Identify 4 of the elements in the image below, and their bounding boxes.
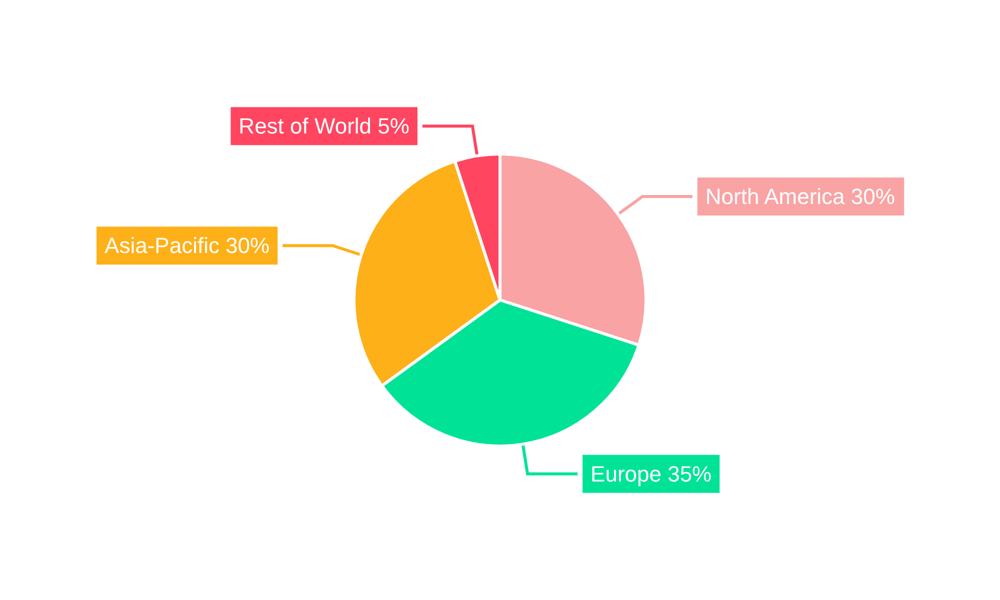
slice-label: Europe 35% (590, 461, 712, 486)
slice-label: Rest of World 5% (238, 114, 410, 139)
slice-label: North America 30% (705, 184, 895, 210)
slice-label: Asia-Pacific 30% (104, 233, 270, 258)
